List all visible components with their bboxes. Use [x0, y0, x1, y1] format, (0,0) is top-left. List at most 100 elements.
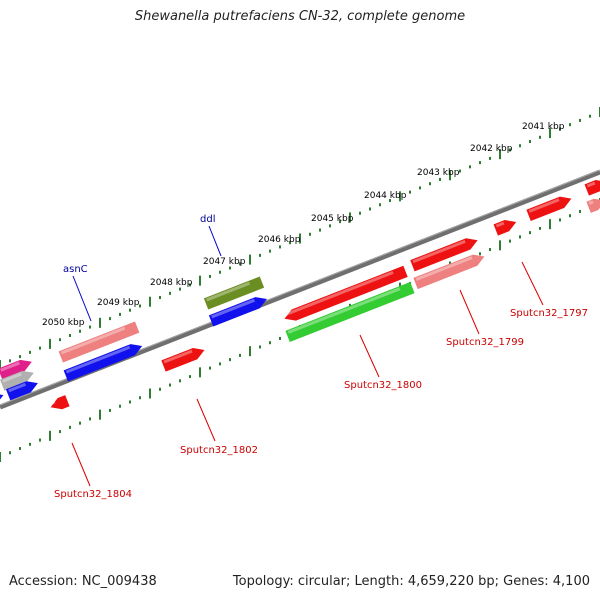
gene-label-sputcn32-1804[interactable]: Sputcn32_1804: [54, 489, 132, 500]
map-title: Shewanella putrefaciens CN-32, complete …: [134, 9, 466, 24]
gene-feature-magenta-left[interactable]: [0, 356, 34, 380]
scale-minor-tick: [309, 232, 311, 236]
callout-line-sputcn32-1799: [459, 289, 480, 335]
scale-minor-tick: [409, 190, 411, 194]
scale-minor-tick: [439, 177, 441, 181]
scale-minor-tick: [269, 341, 271, 345]
scale-minor-tick: [69, 425, 71, 429]
scale-minor-tick: [19, 447, 21, 451]
scale-minor-tick: [139, 396, 141, 400]
scale-minor-tick: [419, 186, 421, 190]
scale-major-tick: [499, 240, 501, 251]
scale-major-tick: [449, 170, 451, 181]
scale-major-tick: [0, 360, 1, 370]
scale-minor-tick: [489, 156, 491, 160]
scale-minor-tick: [459, 169, 461, 173]
callout-line-sputcn32-1800: [359, 334, 380, 378]
scale-minor-tick: [159, 387, 161, 391]
scale-major-tick: [499, 149, 501, 160]
scale-minor-tick: [109, 317, 111, 321]
scale-minor-tick: [239, 262, 241, 266]
scale-minor-tick: [29, 442, 31, 446]
tick-label-2050: 2050 kbp: [42, 318, 85, 328]
gene-label-asnC[interactable]: asnC: [63, 264, 88, 275]
gene-label-sputcn32-1800[interactable]: Sputcn32_1800: [344, 380, 422, 391]
scale-minor-tick: [29, 350, 31, 354]
gene-feature-salmon-right-edge[interactable]: [586, 195, 600, 213]
scale-minor-tick: [579, 118, 581, 122]
scale-major-tick: [199, 367, 201, 378]
scale-minor-tick: [369, 207, 371, 211]
scale-minor-tick: [9, 359, 11, 363]
gene-feature-red-sputcn32-1802[interactable]: [161, 344, 206, 372]
tick-label-2043: 2043 kbp: [417, 168, 460, 178]
tick-label-2045: 2045 kbp: [311, 214, 354, 224]
tick-label-2047: 2047 kbp: [203, 257, 246, 267]
scale-minor-tick: [379, 203, 381, 207]
scale-minor-tick: [159, 296, 161, 300]
gene-feature-green-1800b[interactable]: [285, 281, 415, 343]
scale-minor-tick: [129, 308, 131, 312]
scale-minor-tick: [129, 400, 131, 404]
scale-ruler-upper: [0, 107, 600, 370]
scale-minor-tick: [259, 253, 261, 257]
gene-feature-olive-ddl[interactable]: [203, 276, 265, 310]
scale-major-tick: [199, 275, 201, 286]
scale-minor-tick: [69, 333, 71, 337]
gene-feature-grey-left[interactable]: [0, 367, 36, 391]
gene-feature-blue-left-a[interactable]: [5, 378, 40, 401]
scale-minor-tick: [169, 291, 171, 295]
gene-feature-salmon-1799[interactable]: [413, 251, 486, 290]
scale-major-tick: [249, 346, 251, 357]
gene-feature-blue-asnC[interactable]: [63, 340, 145, 382]
scale-minor-tick: [9, 451, 11, 455]
scale-minor-tick: [119, 404, 121, 408]
scale-minor-tick: [259, 345, 261, 349]
scale-minor-tick: [319, 228, 321, 232]
scale-minor-tick: [569, 123, 571, 127]
callout-line-sputcn32-1802: [196, 398, 216, 442]
scale-minor-tick: [519, 144, 521, 148]
scale-major-tick: [299, 233, 301, 244]
scale-minor-tick: [539, 226, 541, 230]
scale-minor-tick: [119, 312, 121, 316]
scale-major-tick: [399, 191, 401, 202]
scale-minor-tick: [19, 355, 21, 359]
scale-minor-tick: [59, 338, 61, 342]
gene-feature-salmon-asnC[interactable]: [58, 321, 140, 363]
gene-label-ddl[interactable]: ddl: [200, 214, 215, 225]
scale-major-tick: [249, 254, 251, 265]
scale-minor-tick: [229, 266, 231, 270]
scale-major-tick: [49, 430, 51, 441]
gene-feature-red-small-1[interactable]: [493, 216, 519, 236]
scale-minor-tick: [339, 220, 341, 224]
scale-minor-tick: [519, 235, 521, 239]
scale-minor-tick: [479, 252, 481, 256]
gene-feature-red-sputcn32-1800[interactable]: [282, 265, 408, 325]
scale-minor-tick: [559, 218, 561, 222]
scale-minor-tick: [489, 248, 491, 252]
scale-minor-tick: [289, 241, 291, 245]
gene-feature-red-sputcn32-1797[interactable]: [526, 193, 573, 221]
scale-minor-tick: [509, 239, 511, 243]
topology-text: Topology: circular; Length: 4,659,220 bp…: [232, 574, 590, 589]
scale-major-tick: [149, 296, 151, 307]
scale-minor-tick: [169, 383, 171, 387]
scale-minor-tick: [39, 346, 41, 350]
gene-label-sputcn32-1797[interactable]: Sputcn32_1797: [510, 308, 588, 319]
scale-minor-tick: [189, 375, 191, 379]
gene-feature-red-far-right[interactable]: [584, 176, 600, 196]
gene-feature-red-sputcn32-1804[interactable]: [48, 395, 70, 413]
scale-minor-tick: [229, 358, 231, 362]
scale-minor-tick: [279, 245, 281, 249]
scale-minor-tick: [109, 408, 111, 412]
gene-label-sputcn32-1802[interactable]: Sputcn32_1802: [180, 445, 258, 456]
gene-label-sputcn32-1799[interactable]: Sputcn32_1799: [446, 337, 524, 348]
gene-feature-blue-ddl-partner[interactable]: [208, 293, 269, 327]
scale-minor-tick: [39, 438, 41, 442]
scale-minor-tick: [139, 304, 141, 308]
scale-major-tick: [49, 338, 51, 349]
accession-text: Accession: NC_009438: [9, 574, 157, 589]
gene-feature-red-1798[interactable]: [410, 235, 480, 272]
